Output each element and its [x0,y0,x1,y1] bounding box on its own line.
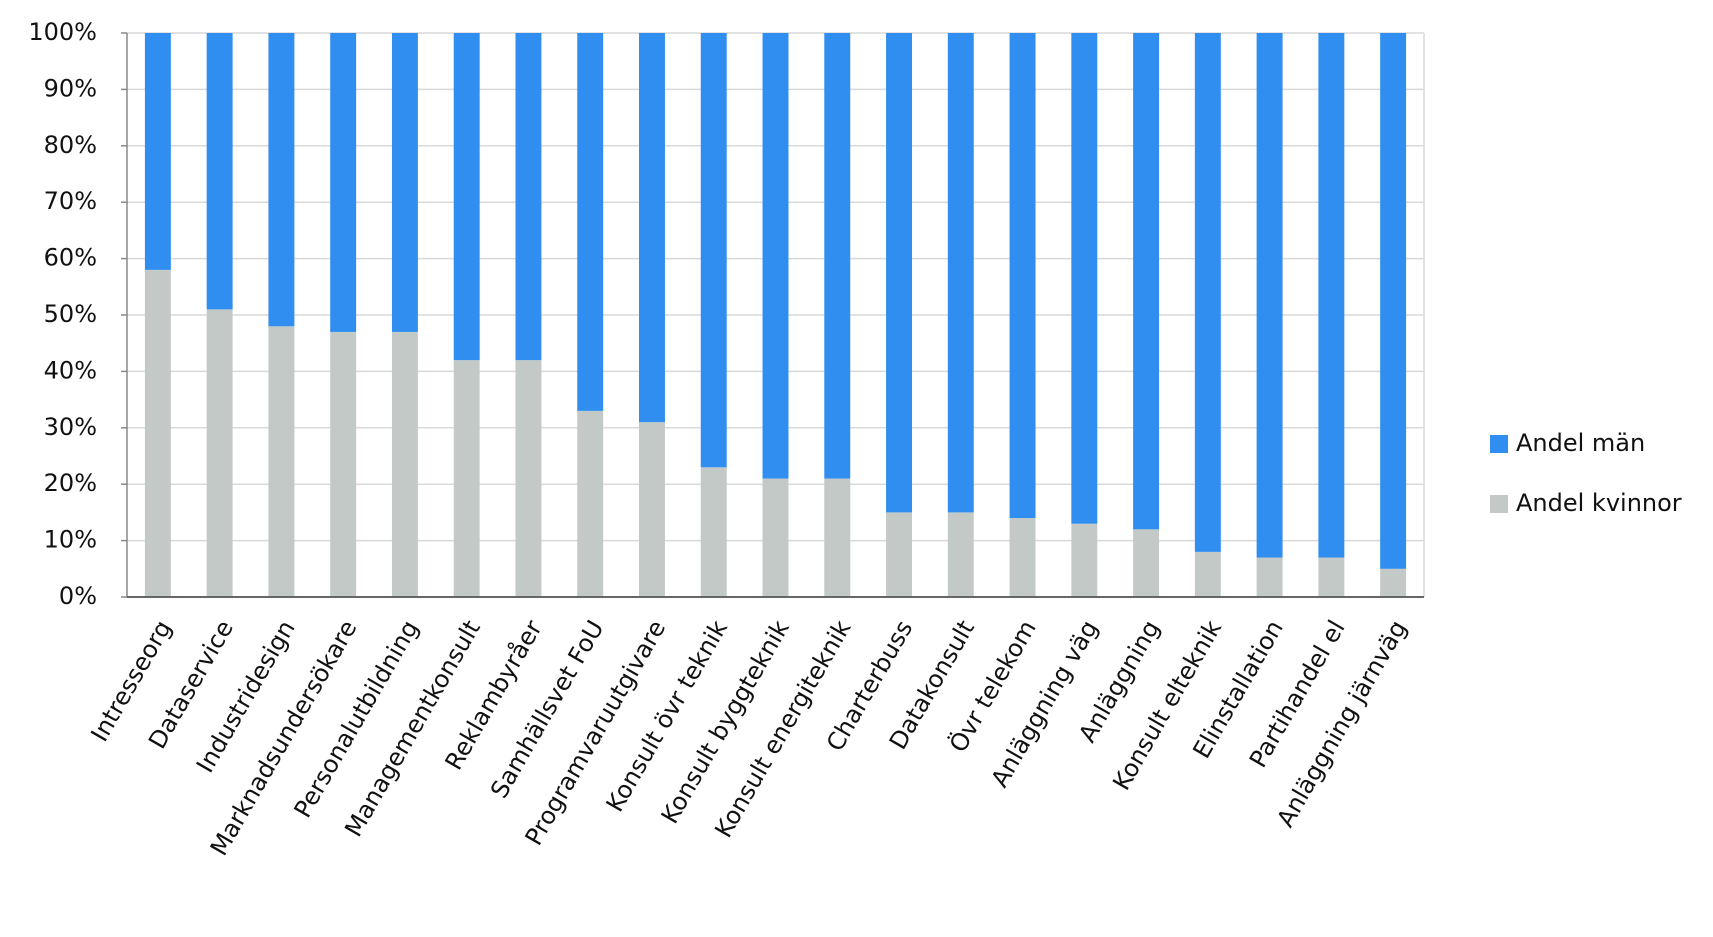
bar-segment [515,360,542,597]
legend-swatch [1490,495,1508,513]
bar-segment [1318,557,1345,597]
x-tick-label: Samhällsvet FoU [485,616,609,803]
bar-segment [1009,518,1036,597]
bar-segment [577,33,604,411]
bar-segment [1071,523,1098,597]
bar-segment [1380,568,1407,597]
bar-segment [824,478,851,597]
bar-segment [639,33,665,423]
bar-segment [1256,33,1283,558]
bar-segment [391,331,418,597]
bar-segment [144,33,171,270]
bar-segment [515,33,542,361]
bar-segment [886,512,912,597]
bar-segment [1071,33,1098,524]
y-tick-label: 50% [44,300,97,328]
legend-swatch [1490,435,1508,453]
bar-segment [206,309,233,597]
bar-segment [330,331,357,597]
bar-segment [268,33,295,327]
bar-segment [1194,33,1221,552]
bar-segment [330,33,357,332]
bar-segment [1009,33,1036,519]
bar-segment [144,269,171,597]
bar-segment [947,512,974,597]
bar-segment [577,410,604,597]
y-tick-label: 30% [44,413,97,441]
y-tick-label: 80% [44,131,97,159]
y-tick-label: 60% [44,244,97,272]
y-tick-label: 20% [44,469,97,497]
y-tick-label: 90% [44,74,97,102]
y-tick-label: 40% [44,356,97,384]
bar-segment [268,326,295,597]
bar-segment [700,467,727,597]
bar-segment [947,33,974,513]
bar-segment [1133,529,1160,597]
bar-segment [206,33,233,310]
y-tick-label: 10% [44,526,97,554]
legend-label: Andel män [1516,429,1645,457]
bar-segment [453,33,480,361]
bar-segment [391,33,418,332]
bar-segment [1318,33,1345,558]
y-tick-label: 70% [44,187,97,215]
bar-segment [1194,551,1221,597]
bar-segment [1256,557,1283,597]
bar-segment [762,33,789,479]
y-tick-label: 0% [59,582,97,610]
bar-segment [762,478,789,597]
legend-label: Andel kvinnor [1516,489,1682,517]
bar-segment [886,33,912,513]
bar-segment [700,33,727,468]
y-tick-label: 100% [28,18,97,46]
bar-segment [824,33,851,479]
bar-segment [1380,33,1407,569]
bar-segment [639,422,665,597]
bar-segment [453,360,480,597]
bar-segment [1133,33,1160,530]
